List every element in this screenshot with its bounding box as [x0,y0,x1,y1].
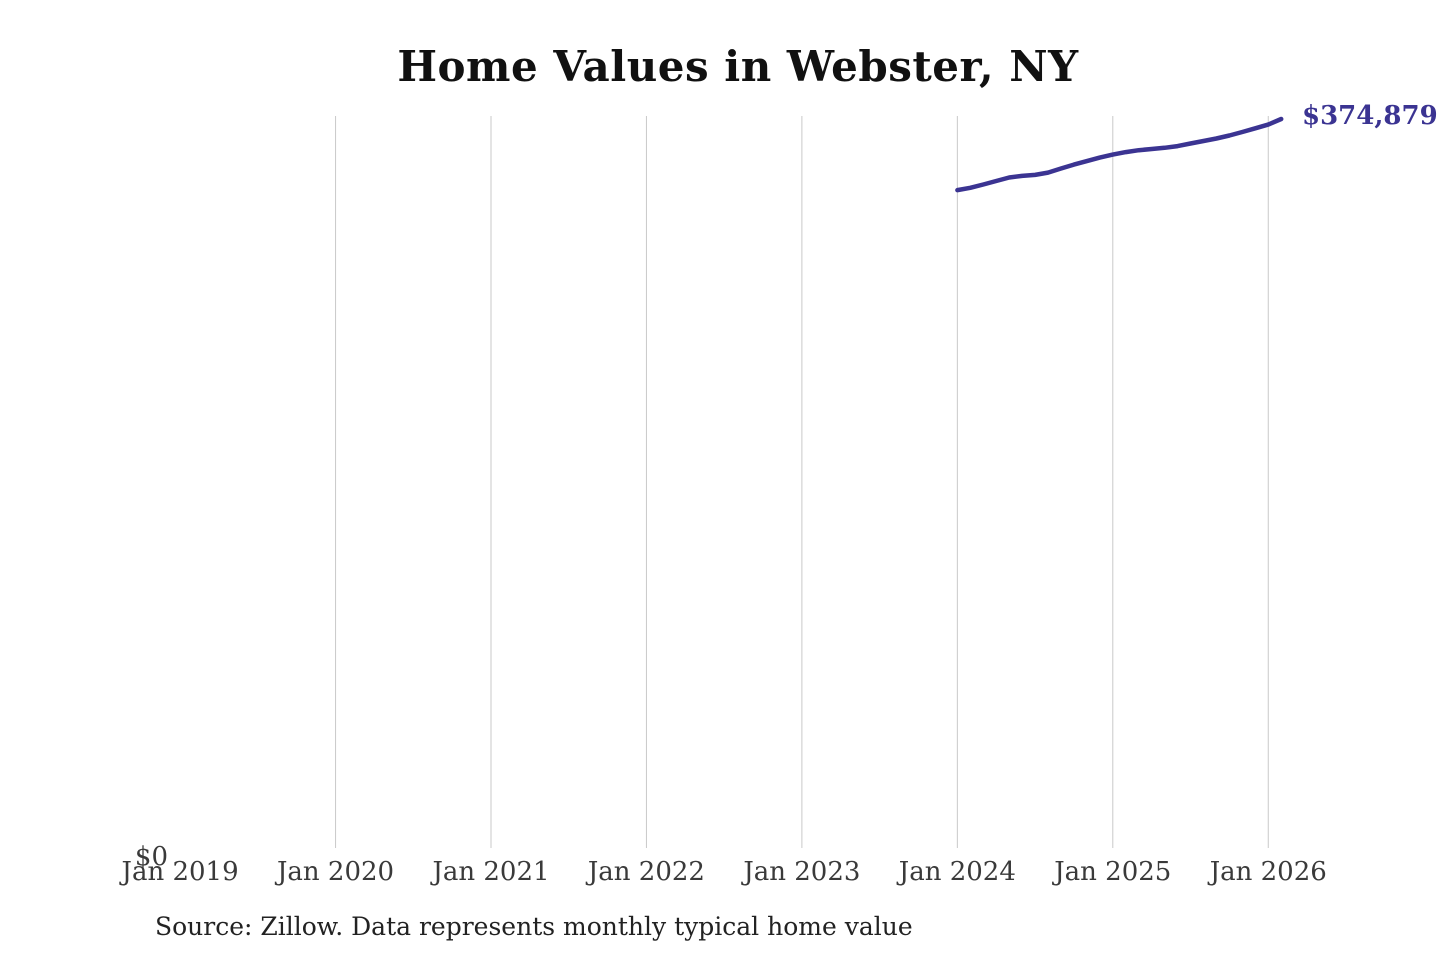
x-axis-label: Jan 2023 [743,857,861,887]
chart-title: Home Values in Webster, NY [397,42,1079,91]
vertical-gridlines [335,116,1269,848]
x-axis-label: Jan 2020 [276,857,395,887]
source-note: Source: Zillow. Data represents monthly … [155,912,913,941]
x-axis-label: Jan 2019 [121,857,239,887]
line-end-value-label: $374,879 [1302,101,1438,131]
x-axis-label: Jan 2025 [1054,857,1172,887]
x-axis-label: Jan 2024 [898,857,1016,887]
home-value-line [955,116,1284,193]
x-axis-label: Jan 2021 [432,857,550,887]
x-axis-label: Jan 2022 [587,857,705,887]
y-axis-zero-label: $0 [134,842,168,872]
x-axis-label: Jan 2026 [1209,857,1327,887]
